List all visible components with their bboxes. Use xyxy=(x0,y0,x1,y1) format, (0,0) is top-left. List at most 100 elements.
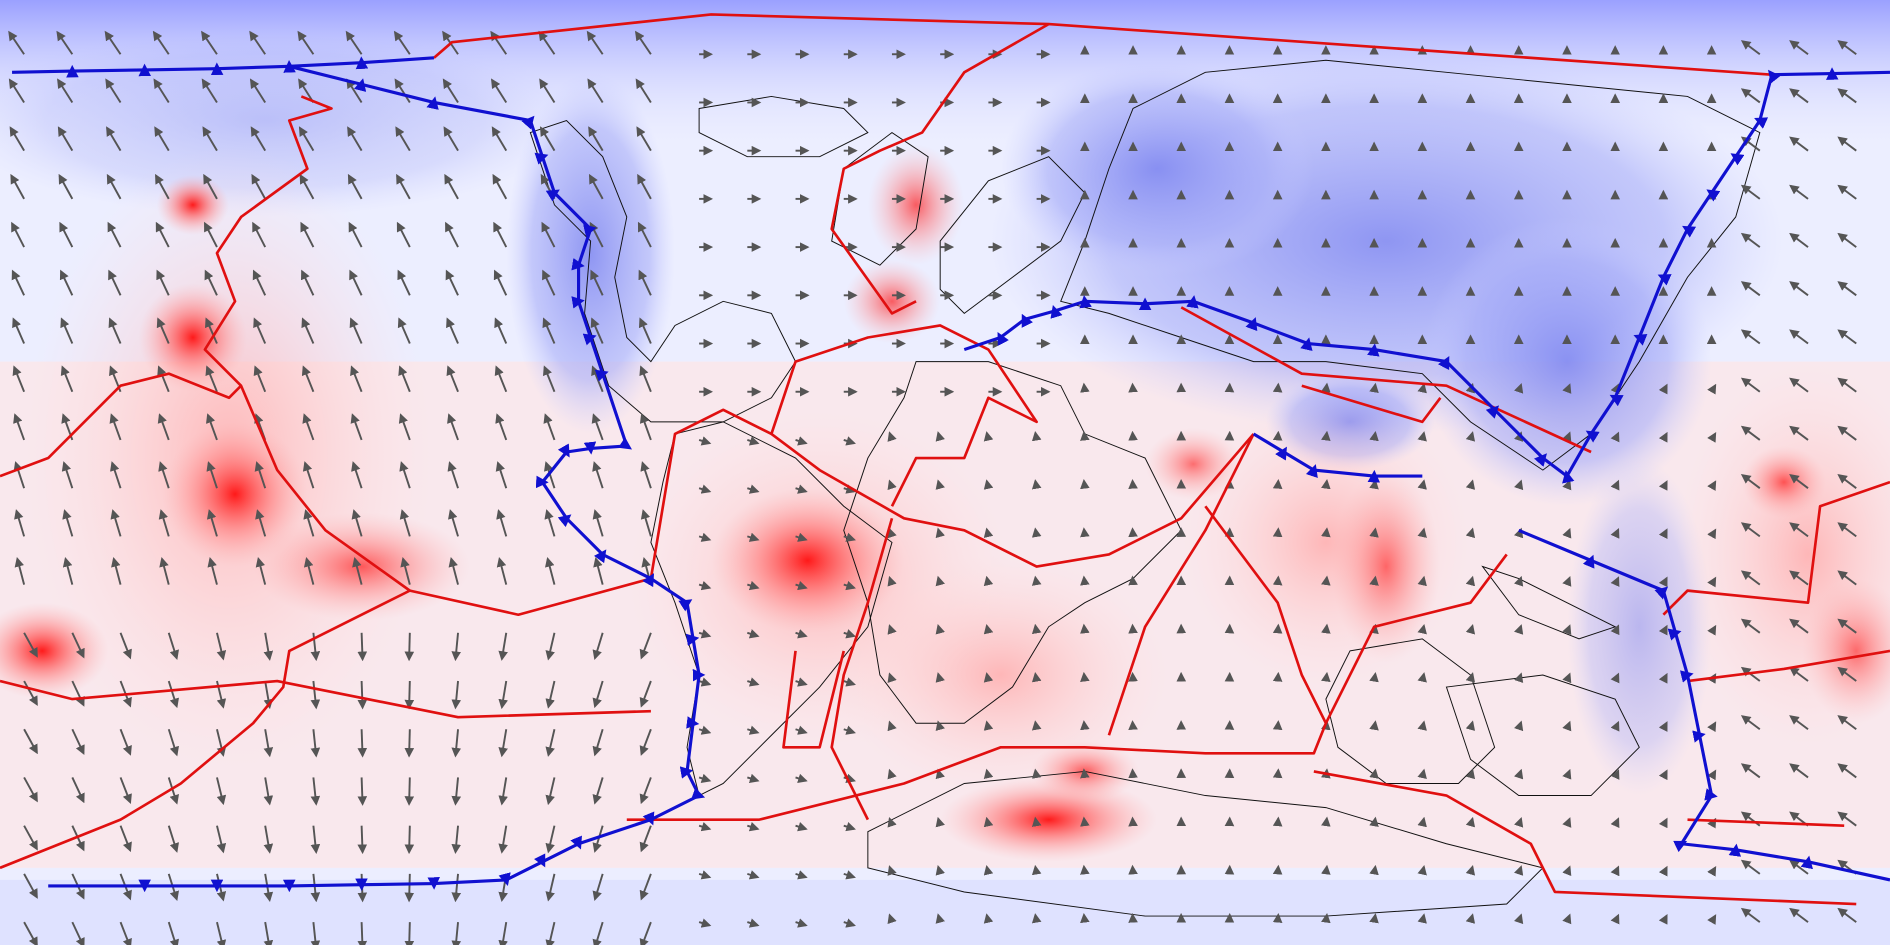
velocity-arrow xyxy=(1514,913,1524,925)
velocity-arrow xyxy=(1658,528,1668,540)
velocity-arrow xyxy=(498,921,508,945)
velocity-arrow xyxy=(11,269,25,296)
trench xyxy=(1518,528,1890,882)
red-region xyxy=(253,512,471,621)
velocity-arrow xyxy=(1369,768,1379,779)
velocity-arrow xyxy=(1514,575,1524,587)
velocity-arrow xyxy=(795,436,808,446)
velocity-arrow xyxy=(747,822,760,832)
velocity-arrow xyxy=(1514,720,1524,732)
velocity-arrow xyxy=(1369,382,1379,394)
velocity-arrow xyxy=(1031,479,1042,490)
velocity-arrow xyxy=(357,680,368,710)
velocity-arrow xyxy=(843,677,856,687)
velocity-arrow xyxy=(1080,623,1090,634)
velocity-arrow xyxy=(404,681,415,710)
velocity-arrow xyxy=(1465,913,1476,924)
velocity-arrow xyxy=(1789,40,1809,56)
velocity-arrow xyxy=(935,672,945,683)
velocity-arrow xyxy=(404,873,415,903)
velocity-arrow xyxy=(1610,913,1620,925)
velocity-arrow xyxy=(119,728,132,756)
velocity-arrow xyxy=(795,773,808,783)
velocity-arrow xyxy=(404,922,415,945)
velocity-arrow xyxy=(1417,672,1427,683)
velocity-arrow xyxy=(935,431,945,442)
velocity-arrow xyxy=(119,777,132,804)
velocity-arrow xyxy=(1789,522,1809,538)
velocity-arrow xyxy=(451,922,462,945)
velocity-arrow xyxy=(1465,768,1476,780)
velocity-arrow xyxy=(11,221,25,248)
velocity-arrow xyxy=(1369,913,1379,924)
velocity-arrow xyxy=(59,269,74,296)
velocity-arrow xyxy=(843,725,856,735)
red-region xyxy=(156,174,230,236)
velocity-arrow xyxy=(843,918,856,928)
velocity-arrow xyxy=(1031,913,1042,924)
velocity-arrow xyxy=(1031,768,1042,779)
velocity-arrow xyxy=(887,816,897,828)
velocity-arrow xyxy=(1837,40,1857,56)
velocity-arrow xyxy=(357,825,368,855)
velocity-arrow xyxy=(1514,672,1524,683)
velocity-arrow xyxy=(887,431,897,442)
velocity-arrow xyxy=(1465,865,1476,876)
velocity-arrow xyxy=(57,126,74,152)
velocity-arrow xyxy=(887,479,897,491)
velocity-arrow xyxy=(1321,430,1331,442)
velocity-arrow xyxy=(1031,575,1042,586)
velocity-arrow xyxy=(795,484,808,494)
velocity-arrow xyxy=(71,632,85,659)
velocity-arrow xyxy=(983,623,994,635)
velocity-arrow xyxy=(23,825,38,851)
velocity-arrow xyxy=(61,461,74,489)
velocity-arrow xyxy=(887,624,897,635)
velocity-arrow xyxy=(747,484,760,494)
velocity-arrow xyxy=(1369,864,1379,876)
velocity-arrow xyxy=(983,575,994,587)
velocity-arrow xyxy=(639,921,652,945)
velocity-arrow xyxy=(1837,473,1857,489)
velocity-arrow xyxy=(1272,382,1283,393)
velocity-arrow xyxy=(1465,672,1476,683)
velocity-arrow xyxy=(10,173,25,200)
velocity-arrow xyxy=(106,126,122,152)
velocity-arrow xyxy=(1031,623,1042,635)
velocity-arrow xyxy=(935,865,945,876)
velocity-arrow xyxy=(1031,816,1042,827)
velocity-arrow xyxy=(404,825,415,855)
ridge xyxy=(626,553,1508,821)
velocity-arrow xyxy=(747,773,760,783)
velocity-arrow xyxy=(13,413,26,441)
velocity-arrow xyxy=(1369,479,1379,490)
velocity-arrow xyxy=(1321,623,1331,634)
velocity-arrow xyxy=(58,173,74,200)
velocity-arrow xyxy=(12,365,26,393)
velocity-arrow xyxy=(1562,913,1572,925)
velocity-arrow xyxy=(1272,912,1283,923)
velocity-arrow xyxy=(60,365,74,393)
velocity-arrow xyxy=(1321,816,1331,827)
velocity-arrow xyxy=(983,672,994,683)
velocity-arrow xyxy=(1417,575,1427,587)
blue-region xyxy=(1422,216,1712,507)
velocity-arrow xyxy=(1837,715,1857,731)
red-region xyxy=(843,259,941,344)
velocity-arrow xyxy=(14,557,26,585)
velocity-arrow xyxy=(71,777,85,804)
velocity-arrow xyxy=(108,317,122,344)
velocity-arrow xyxy=(795,918,808,928)
ridge xyxy=(830,22,1050,315)
velocity-arrow xyxy=(538,30,556,55)
velocity-arrow xyxy=(983,720,994,731)
velocity-arrow xyxy=(935,527,945,539)
velocity-arrow xyxy=(843,870,856,880)
velocity-arrow xyxy=(1080,575,1090,586)
velocity-arrow xyxy=(1080,671,1090,683)
velocity-arrow xyxy=(1031,864,1042,876)
velocity-arrow xyxy=(1837,281,1857,297)
velocity-arrow xyxy=(110,461,122,489)
red-region xyxy=(831,554,1170,796)
red-region xyxy=(1331,470,1441,663)
